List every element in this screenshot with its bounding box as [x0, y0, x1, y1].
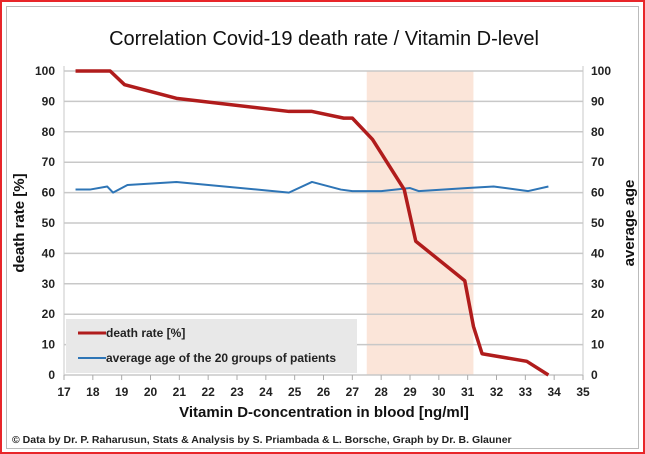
y-tick-label: 20	[42, 307, 56, 321]
y-tick-label: 30	[42, 277, 56, 291]
y2-tick-label: 10	[591, 338, 605, 352]
x-tick-label: 32	[490, 385, 504, 399]
x-tick-label: 24	[259, 385, 273, 399]
y2-tick-label: 90	[591, 94, 605, 108]
y-tick-label: 60	[42, 186, 56, 200]
x-tick-label: 34	[547, 385, 561, 399]
y2-tick-label: 80	[591, 125, 605, 139]
x-tick-label: 26	[317, 385, 331, 399]
x-tick-label: 28	[374, 385, 388, 399]
y-tick-label: 50	[42, 216, 56, 230]
x-tick-label: 35	[576, 385, 590, 399]
y2-axis-label: average age	[621, 180, 638, 267]
x-axis-label: Vitamin D-concentration in blood [ng/ml]	[179, 404, 469, 421]
legend: death rate [%] average age of the 20 gro…	[66, 319, 357, 373]
death-rate-line	[75, 69, 550, 377]
x-tick-label: 25	[288, 385, 302, 399]
x-tick-label: 21	[173, 385, 187, 399]
x-tick-label: 18	[86, 385, 100, 399]
x-tick-label: 30	[432, 385, 446, 399]
y-tick-label: 10	[42, 338, 56, 352]
y-tick-label: 70	[42, 155, 56, 169]
x-tick-label: 17	[57, 385, 71, 399]
y-tick-label: 0	[48, 368, 55, 382]
y-tick-label: 40	[42, 246, 56, 260]
y-tick-label: 100	[35, 64, 55, 78]
y2-tick-label: 40	[591, 246, 605, 260]
legend-label-average-age: average age of the 20 groups of patients	[106, 351, 336, 365]
legend-box	[66, 319, 357, 373]
legend-label-death-rate: death rate [%]	[106, 326, 185, 340]
y2-tick-label: 20	[591, 307, 605, 321]
x-tick-label: 27	[346, 385, 360, 399]
x-tick-label: 19	[115, 385, 129, 399]
x-tick-label: 22	[201, 385, 215, 399]
x-tick-label: 31	[461, 385, 475, 399]
x-tick-label: 33	[519, 385, 533, 399]
y2-tick-label: 100	[591, 64, 611, 78]
x-tick-label: 20	[144, 385, 158, 399]
y-tick-label: 90	[42, 94, 56, 108]
y2-tick-label: 30	[591, 277, 605, 291]
y2-tick-label: 70	[591, 155, 605, 169]
y-axis-label: death rate [%]	[11, 173, 28, 272]
y2-tick-label: 50	[591, 216, 605, 230]
chart-title: Correlation Covid-19 death rate / Vitami…	[109, 28, 539, 50]
footer-credit: © Data by Dr. P. Raharusun, Stats & Anal…	[12, 434, 512, 446]
y2-tick-label: 60	[591, 186, 605, 200]
average-age-line	[75, 180, 549, 194]
x-tick-label: 23	[230, 385, 244, 399]
y-tick-label: 80	[42, 125, 56, 139]
y2-tick-label: 0	[591, 368, 598, 382]
chart-area-border	[6, 6, 639, 449]
x-tick-label: 29	[403, 385, 417, 399]
